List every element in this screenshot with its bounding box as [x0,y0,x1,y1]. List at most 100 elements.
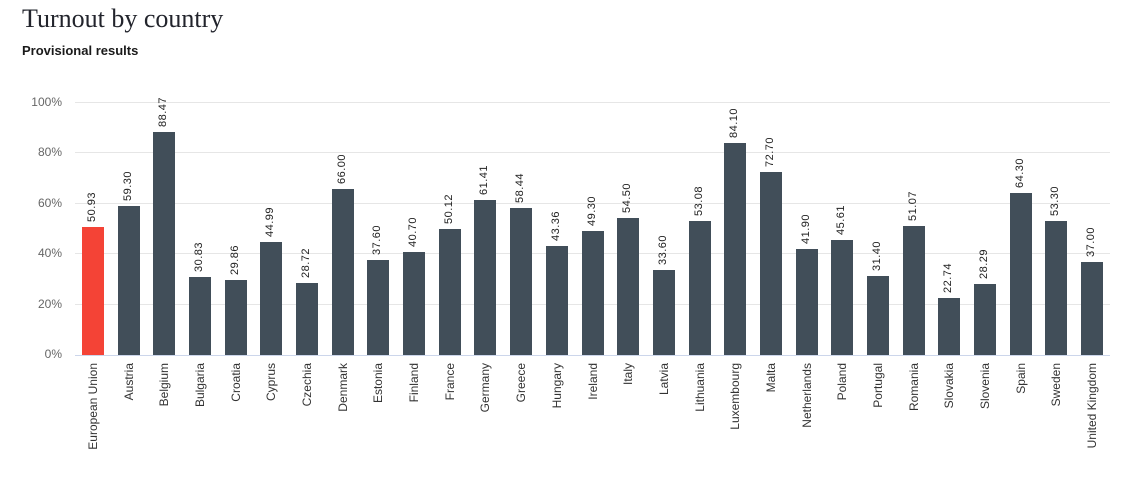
bar-value-label: 59.30 [121,170,134,201]
x-axis-label: Denmark [335,363,350,412]
x-axis-label: United Kingdom [1085,363,1100,449]
x-axis-label: Czechia [299,363,314,407]
x-axis-label: Slovenia [978,363,993,410]
bar-value-label: 40.70 [407,216,420,247]
x-axis-label: Finland [407,363,422,403]
bar-malta[interactable] [759,172,782,355]
bar-value-label: 28.29 [978,248,991,279]
bar-value-label: 54.50 [621,182,634,213]
plot-area: 50.93 59.30 88.47 30.83 29.86 44.99 28.72 66.00… [75,97,1110,356]
bar-poland[interactable] [831,240,854,355]
bar-value-label: 61.41 [478,164,491,195]
x-axis-label: Estonia [371,363,386,404]
bar-value-label: 28.72 [299,247,312,278]
bar-netherlands[interactable] [795,249,818,355]
y-axis-label: 40% [37,246,62,261]
x-axis-label: France [442,363,457,401]
x-axis-label: Netherlands [799,363,814,428]
x-axis-label: Malta [763,363,778,393]
x-axis-line [75,355,1110,356]
bar-value-label: 22.74 [942,262,955,293]
bar-slovenia[interactable] [974,284,997,355]
bar-germany[interactable] [474,200,497,355]
bar-spain[interactable] [1009,193,1032,355]
x-axis-label: Slovakia [942,363,957,409]
bar-greece[interactable] [510,208,533,355]
y-axis-label: 60% [37,195,62,210]
bar-denmark[interactable] [331,189,354,355]
x-axis-label: Germany [478,363,493,413]
x-axis-label: Portugal [871,363,886,408]
bar-value-label: 30.83 [192,241,205,272]
bar-value-label: 49.30 [585,195,598,226]
bar-value-label: 50.12 [442,193,455,224]
bar-value-label: 72.70 [763,136,776,167]
bar-value-label: 84.10 [728,107,741,138]
x-axis-label: European Union [85,363,100,450]
bar-united-kingdom[interactable] [1081,262,1104,355]
x-axis-label: Spain [1013,363,1028,394]
bar-latvia[interactable] [652,270,675,355]
x-axis-label: Hungary [549,363,564,409]
page-title: Turnout by country [22,4,224,33]
bar-value-label: 45.61 [835,204,848,235]
bar-croatia[interactable] [224,280,247,355]
y-gridline [75,152,1110,154]
bar-slovakia[interactable] [938,298,961,355]
bar-value-label: 44.99 [264,206,277,237]
x-axis-label: Italy [621,363,636,386]
y-axis-label: 100% [31,95,62,109]
bar-value-label: 29.86 [228,244,241,275]
bar-czechia[interactable] [295,283,318,355]
x-axis-label: Poland [835,363,850,401]
x-axis-label: Croatia [228,363,243,402]
bar-italy[interactable] [617,218,640,355]
bar-value-label: 33.60 [656,234,669,265]
y-gridline [75,202,1110,204]
bar-value-label: 41.90 [799,213,812,244]
bar-value-label: 66.00 [335,153,348,184]
x-axis-label: Ireland [585,363,600,400]
bar-value-label: 50.93 [85,191,98,222]
bar-value-label: 88.47 [157,96,170,127]
x-axis-label: Latvia [656,363,671,396]
bar-france[interactable] [438,229,461,355]
bar-value-label: 37.00 [1085,226,1098,257]
bar-cyprus[interactable] [260,242,283,355]
bar-value-label: 64.30 [1013,157,1026,188]
x-axis-label: Sweden [1049,363,1064,407]
y-gridline [75,102,1110,103]
bar-european-union[interactable] [81,227,104,355]
bar-portugal[interactable] [867,276,890,355]
bar-romania[interactable] [902,226,925,355]
bar-value-label: 51.07 [906,190,919,221]
y-axis-label: 80% [37,145,62,160]
bar-value-label: 43.36 [549,210,562,241]
bar-value-label: 31.40 [871,240,884,271]
x-axis-label: Bulgaria [192,363,207,408]
bar-bulgaria[interactable] [188,277,211,355]
bar-value-label: 53.08 [692,185,705,216]
x-axis-label: Romania [906,363,921,412]
x-axis-label: Greece [514,363,529,403]
x-axis-label: Lithuania [692,363,707,412]
bar-sweden[interactable] [1045,221,1068,355]
bar-value-label: 37.60 [371,224,384,255]
bar-ireland[interactable] [581,231,604,355]
page-subtitle: Provisional results [22,43,139,58]
bar-value-label: 53.30 [1049,185,1062,216]
bar-lithuania[interactable] [688,221,711,355]
bar-value-label: 58.44 [514,172,527,203]
bar-hungary[interactable] [545,246,568,355]
x-axis-label: Luxembourg [728,363,743,430]
y-axis-label: 20% [37,296,62,311]
x-axis-label: Cyprus [264,363,279,402]
bar-austria[interactable] [117,206,140,355]
y-axis-label: 0% [44,347,62,361]
x-axis-label: Belgium [157,363,172,407]
bar-finland[interactable] [403,252,426,355]
bar-estonia[interactable] [367,260,390,355]
bar-luxembourg[interactable] [724,143,747,355]
bar-belgium[interactable] [153,132,176,355]
